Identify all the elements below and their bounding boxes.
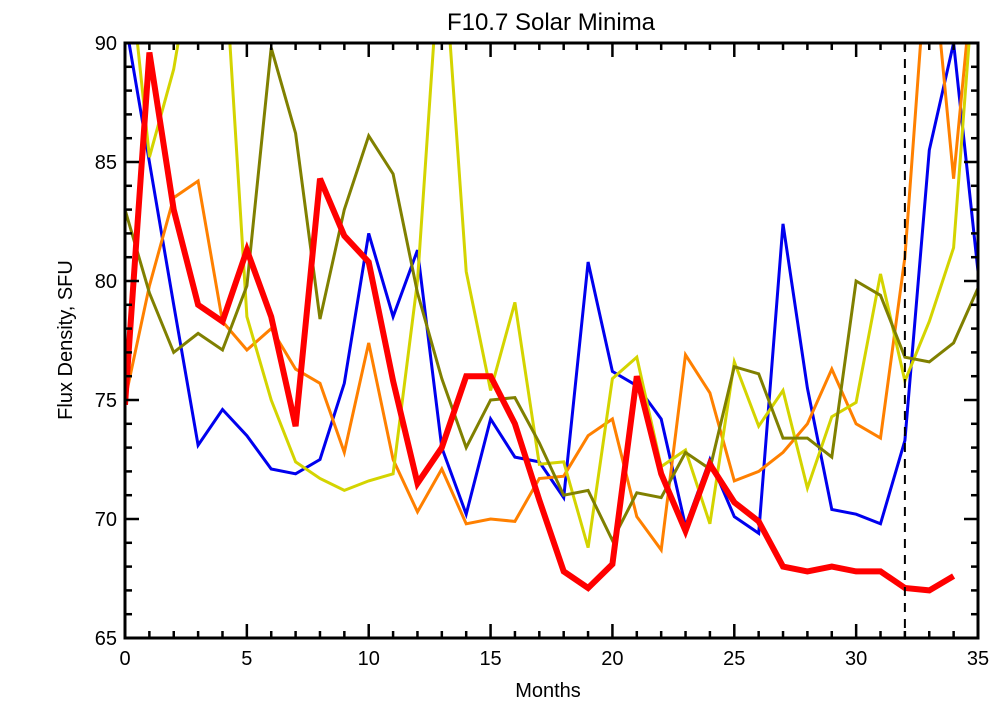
y-tick-label: 85 xyxy=(95,152,117,174)
x-tick-label: 25 xyxy=(723,648,745,670)
y-tick-label: 75 xyxy=(95,390,117,412)
series-line-red xyxy=(125,52,956,594)
series-line-blue xyxy=(127,43,978,537)
series-line-yellow xyxy=(135,43,971,549)
y-tick-label: 90 xyxy=(95,33,117,55)
x-tick-label: 20 xyxy=(601,648,623,670)
x-tick-label: 10 xyxy=(358,648,380,670)
x-tick-label: 0 xyxy=(119,648,130,670)
x-tick-label: 30 xyxy=(845,648,867,670)
chart-title: F10.7 Solar Minima xyxy=(447,9,656,36)
y-tick-label: 80 xyxy=(95,271,117,293)
y-axis-label: Flux Density, SFU xyxy=(55,260,77,420)
series-line-olive xyxy=(125,47,978,544)
plot-frame xyxy=(123,41,980,640)
x-tick-label: 15 xyxy=(479,648,501,670)
y-tick-label: 70 xyxy=(95,509,117,531)
x-tick-label: 5 xyxy=(241,648,252,670)
series-line-orange xyxy=(125,43,969,554)
x-axis-label: Months xyxy=(515,680,581,702)
x-tick-label: 35 xyxy=(967,648,989,670)
y-tick-label: 65 xyxy=(95,628,117,650)
